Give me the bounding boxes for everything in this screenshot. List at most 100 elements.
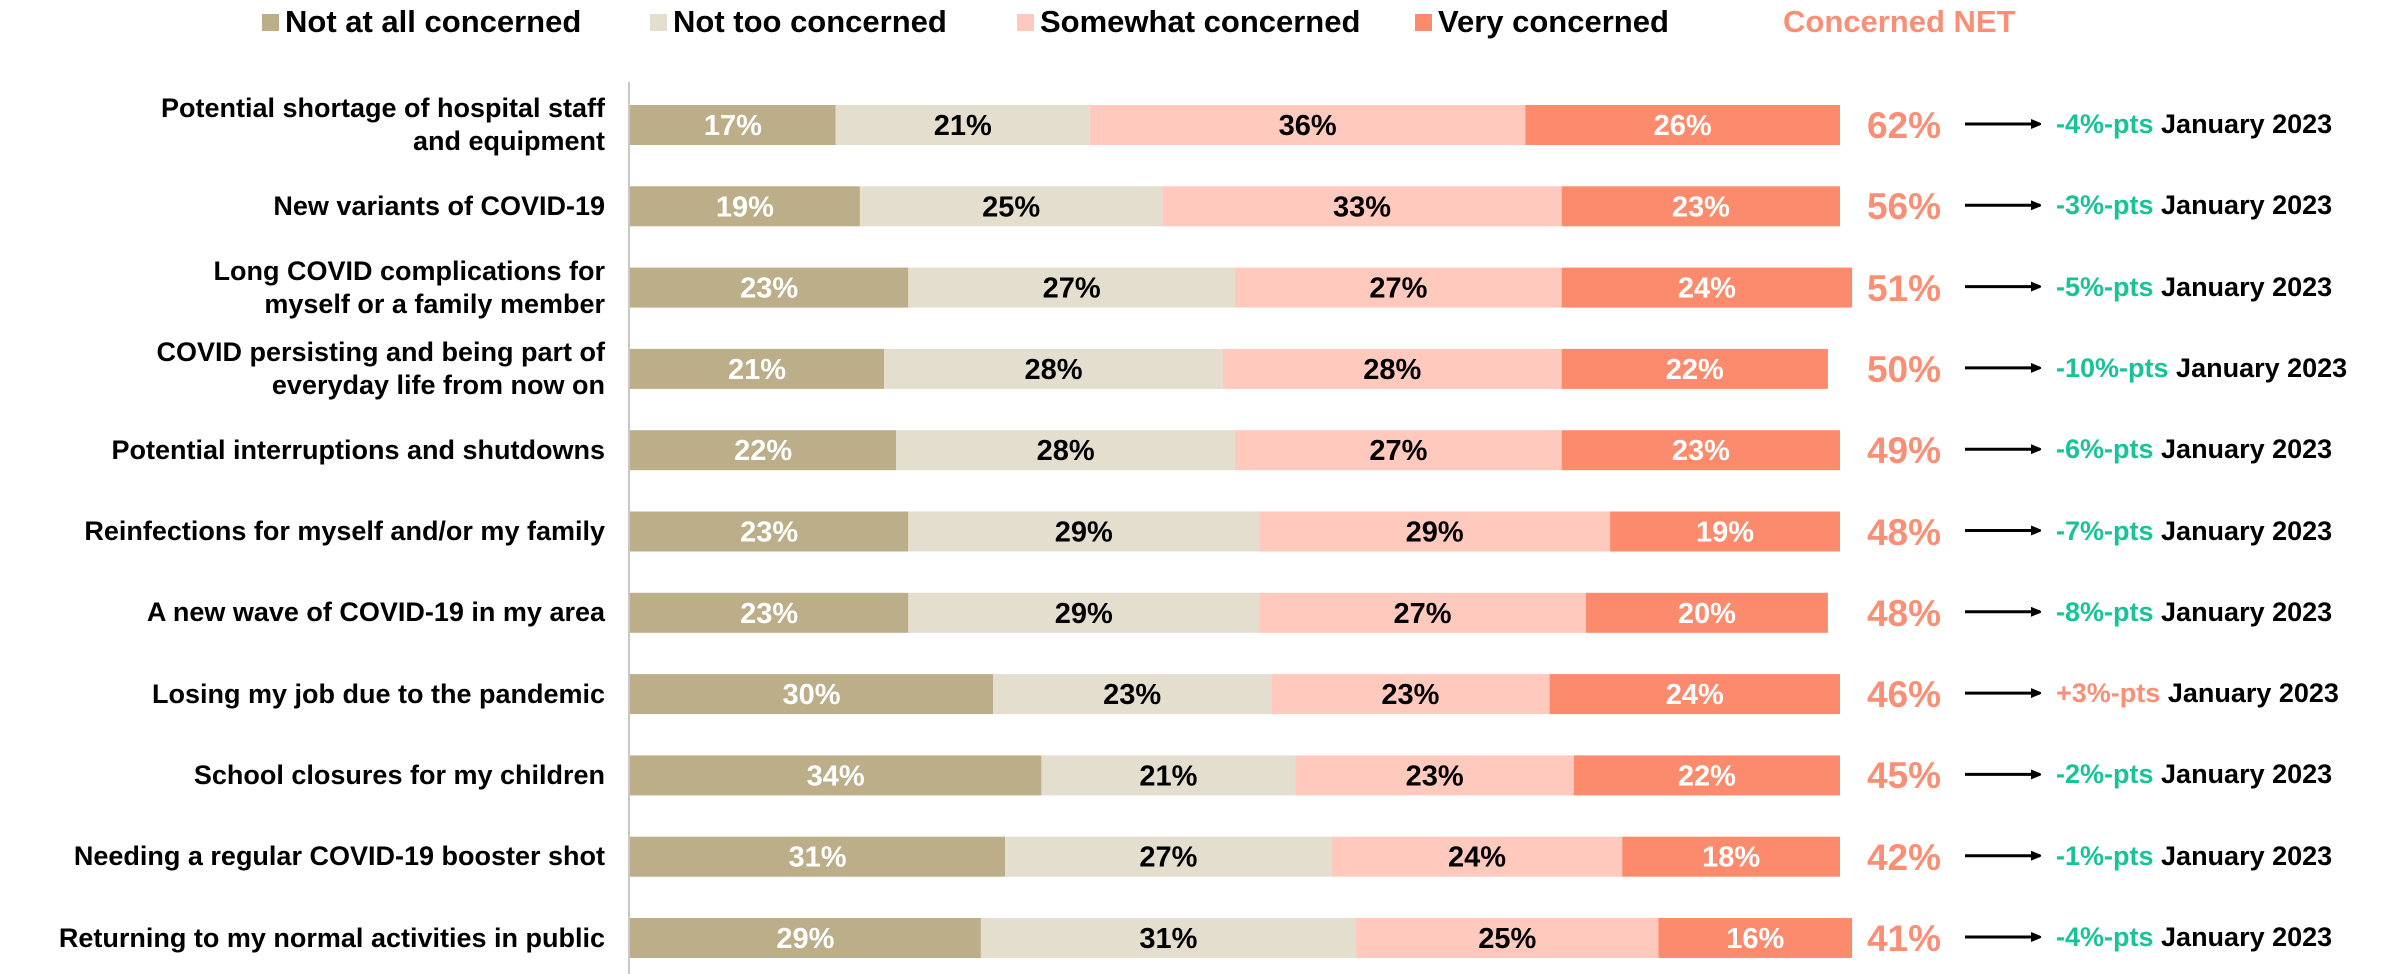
category-label-line: myself or a family member	[264, 288, 605, 319]
change-delta: -6%-pts	[2056, 434, 2154, 465]
legend-label: Somewhat concerned	[1040, 4, 1361, 39]
net-value: 41%	[1866, 918, 1942, 959]
bar-segment-very	[1610, 511, 1840, 552]
change-annotation: -1%-pts January 2023	[2056, 839, 2332, 873]
data-label-not-too: 28%	[1037, 435, 1095, 467]
net-value: 48%	[1866, 511, 1942, 553]
category-label-line: Potential interruptions and shutdowns	[111, 434, 605, 465]
data-label-very: 24%	[1678, 273, 1736, 305]
bar-segment-not-too	[835, 105, 1090, 145]
bar-segment-not-at-all	[630, 674, 993, 715]
data-label-somewhat: 29%	[1406, 517, 1464, 549]
legend-swatch	[262, 13, 279, 31]
net-value: 45%	[1866, 755, 1942, 797]
change-period: January 2023	[2161, 515, 2333, 546]
data-label-not-too: 29%	[1055, 517, 1113, 549]
bar-segment-not-at-all	[630, 348, 885, 389]
category-label-line: School closures for my children	[193, 759, 605, 790]
category-label: COVID persisting and being part of everyd…	[0, 336, 605, 402]
change-period: January 2023	[2161, 922, 2333, 952]
category-label: School closures for my children	[0, 759, 605, 792]
bar-segment-not-too	[859, 186, 1163, 227]
bar-segment-somewhat	[1331, 836, 1623, 877]
change-annotation: -3%-pts January 2023	[2056, 188, 2332, 222]
bar-segment-very	[1585, 592, 1828, 633]
change-period: January 2023	[2161, 840, 2333, 871]
net-value: 46%	[1866, 674, 1942, 716]
data-label-very: 19%	[1696, 517, 1754, 549]
bar-segment-not-too	[1005, 836, 1332, 877]
change-annotation: -7%-pts January 2023	[2056, 514, 2332, 548]
data-label-not-too: 21%	[934, 110, 992, 142]
bar-segment-very	[1658, 918, 1853, 958]
legend-swatch	[1415, 13, 1432, 31]
change-delta: -3%-pts	[2056, 190, 2154, 221]
category-label-line: everyday life from now on	[271, 369, 605, 400]
bar-segment-not-too	[993, 674, 1272, 715]
data-label-not-at-all: 23%	[740, 273, 798, 305]
data-label-somewhat: 24%	[1448, 842, 1506, 874]
bar-segment-very	[1549, 674, 1840, 715]
bar-segment-not-at-all	[630, 186, 860, 227]
net-value: 62%	[1866, 105, 1942, 146]
change-annotation: -5%-pts January 2023	[2056, 270, 2332, 304]
bar-segment-somewhat	[1271, 674, 1550, 715]
data-label-not-too: 29%	[1055, 598, 1113, 630]
net-value: 50%	[1866, 348, 1942, 390]
change-delta: -8%-pts	[2056, 596, 2154, 627]
bar-segment-not-at-all	[630, 755, 1042, 796]
category-label: Reinfections for myself and/or my family	[0, 515, 605, 548]
bar-segment-somewhat	[1162, 186, 1562, 227]
bar-segment-not-too	[1041, 755, 1296, 796]
bar-segment-not-too	[884, 348, 1223, 389]
legend-label: Very concerned	[1438, 4, 1669, 39]
legend-label: Not at all concerned	[285, 4, 582, 39]
data-label-not-too: 21%	[1139, 760, 1197, 792]
bar-segment-not-at-all	[630, 836, 1006, 877]
bar-segment-very	[1561, 186, 1840, 227]
net-value: 49%	[1866, 430, 1942, 472]
category-label: Returning to my normal activities in pub…	[0, 922, 605, 955]
net-value: 56%	[1866, 186, 1942, 228]
change-annotation: +3%-pts January 2023	[2056, 676, 2339, 710]
net-column-header: Concerned NET	[1783, 2, 2016, 42]
bar-segment-somewhat	[1259, 511, 1611, 552]
data-label-not-too: 28%	[1024, 354, 1082, 386]
change-period: January 2023	[2161, 109, 2333, 139]
data-label-not-too: 31%	[1139, 923, 1197, 955]
change-period: January 2023	[2161, 271, 2333, 302]
bar-segment-not-too	[980, 918, 1356, 958]
change-delta: +3%-pts	[2056, 678, 2161, 709]
bar-segment-very	[1561, 430, 1840, 471]
legend-item-very: Very concerned	[1415, 2, 1669, 42]
bar-segment-not-at-all	[630, 511, 909, 552]
net-header-label: Concerned NET	[1783, 4, 2016, 39]
change-annotation: -6%-pts January 2023	[2056, 432, 2332, 466]
legend-item-somewhat: Somewhat concerned	[1017, 2, 1360, 42]
change-annotation: -10%-pts January 2023	[2056, 351, 2347, 385]
bar-segment-somewhat	[1235, 430, 1562, 471]
change-delta: -5%-pts	[2056, 271, 2154, 302]
data-label-not-at-all: 23%	[740, 598, 798, 630]
change-annotation: -2%-pts January 2023	[2056, 757, 2332, 791]
net-value: 48%	[1866, 592, 1942, 634]
bar-segment-not-at-all	[630, 105, 836, 145]
data-label-very: 22%	[1678, 760, 1736, 792]
data-label-somewhat: 36%	[1279, 110, 1337, 142]
bar-segment-not-too	[896, 430, 1235, 471]
bar-segment-somewhat	[1222, 348, 1562, 389]
data-label-not-at-all: 19%	[716, 191, 774, 223]
data-label-somewhat: 33%	[1333, 191, 1391, 223]
bar-segment-somewhat	[1295, 755, 1574, 796]
bar-segment-very	[1561, 348, 1828, 389]
bar-segment-not-too	[908, 267, 1235, 308]
data-label-not-at-all: 23%	[740, 517, 798, 549]
category-label: Potential shortage of hospital staff and …	[0, 92, 605, 158]
data-label-somewhat: 27%	[1394, 598, 1452, 630]
category-label: Needing a regular COVID-19 booster shot	[0, 840, 605, 873]
data-label-not-at-all: 21%	[728, 354, 786, 386]
change-delta: -4%-pts	[2056, 922, 2154, 952]
data-label-very: 23%	[1672, 435, 1730, 467]
change-delta: -1%-pts	[2056, 840, 2154, 871]
net-value: 51%	[1866, 267, 1942, 309]
